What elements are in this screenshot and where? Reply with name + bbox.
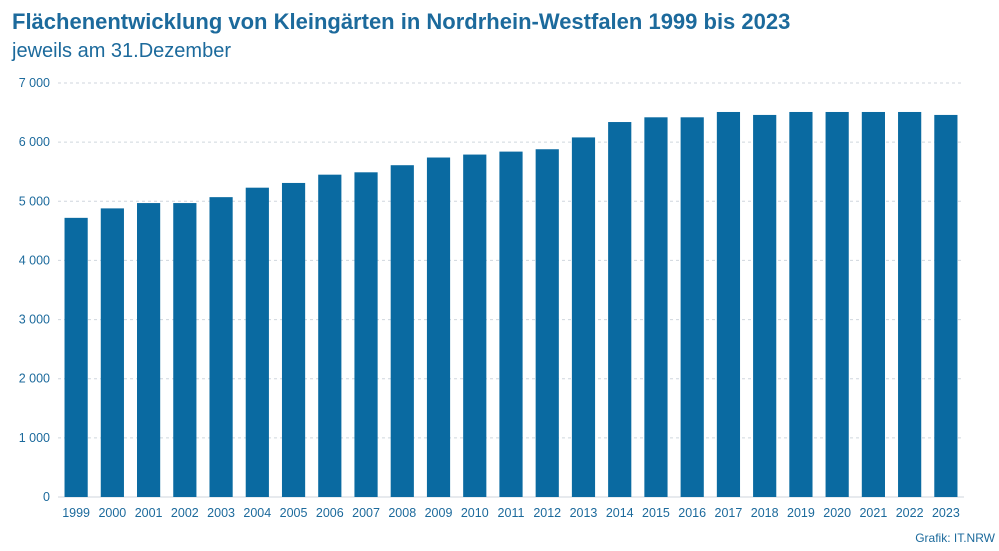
bar-2013: [571, 137, 596, 497]
x-tick-label: 2018: [751, 506, 779, 520]
bar-2020: [825, 111, 849, 497]
x-tick-label: 2007: [352, 506, 380, 520]
bar-2019: [789, 111, 813, 497]
x-tick-label: 2009: [425, 506, 453, 520]
y-tick-label: 2 000: [19, 372, 50, 386]
x-tick-label: 2015: [642, 506, 670, 520]
x-tick-label: 2006: [316, 506, 344, 520]
bar-2015: [644, 117, 668, 497]
bar-2023: [934, 114, 958, 498]
x-tick-label: 2004: [243, 506, 271, 520]
bar-2007: [354, 172, 378, 497]
bar-2010: [463, 154, 487, 497]
bar-2001: [137, 203, 161, 497]
x-tick-label: 2022: [896, 506, 924, 520]
bar-2017: [716, 111, 741, 497]
x-tick-label: 2010: [461, 506, 489, 520]
bar-2009: [426, 157, 451, 497]
y-axis: 0 1 000 2 000 3 000 4 000 5 000 6 000 7 000: [19, 76, 50, 504]
chart-title: Flächenentwicklung von Kleingärten in No…: [12, 9, 791, 34]
bar-2004: [245, 187, 269, 497]
x-tick-label: 2014: [606, 506, 634, 520]
x-tick-label: 2005: [280, 506, 308, 520]
chart-subtitle: jeweils am 31.Dezember: [12, 40, 231, 62]
x-tick-label: 2021: [859, 506, 887, 520]
x-tick-label: 2019: [787, 506, 815, 520]
x-tick-label: 2003: [207, 506, 235, 520]
x-tick-label: 2011: [498, 506, 525, 520]
bar-2014: [608, 122, 632, 497]
x-axis: 1999 2000 2001 2002 2003 2004 2005 2006 2007 2008…: [62, 506, 960, 520]
x-tick-label: 2012: [533, 506, 561, 520]
bar-2006: [318, 174, 342, 497]
bar-2016: [680, 117, 704, 497]
bar-2022: [898, 111, 922, 497]
x-tick-label: 2017: [715, 506, 743, 520]
y-tick-label: 7 000: [19, 76, 50, 90]
bar-2000: [100, 208, 124, 497]
bar-2002: [173, 203, 197, 497]
x-tick-label: 2023: [932, 506, 960, 520]
bar-2018: [753, 114, 777, 498]
bar-2012: [535, 149, 559, 498]
x-tick-label: 2001: [135, 506, 163, 520]
x-tick-label: 2020: [823, 506, 851, 520]
x-tick-label: 1999: [62, 506, 90, 520]
bar-2021: [861, 111, 885, 497]
y-tick-label: 1 000: [19, 431, 50, 445]
bar-2005: [281, 182, 306, 498]
y-tick-label: 3 000: [19, 313, 50, 327]
y-tick-label: 0: [43, 490, 50, 504]
bar-2008: [390, 165, 414, 498]
x-tick-label: 2008: [388, 506, 416, 520]
x-tick-label: 2016: [678, 506, 706, 520]
bar-1999: [64, 217, 88, 498]
y-tick-label: 5 000: [19, 194, 50, 208]
bar-2011: [499, 151, 523, 497]
x-tick-label: 2013: [570, 506, 598, 520]
x-tick-label: 2002: [171, 506, 199, 520]
bars: [64, 111, 958, 498]
y-tick-label: 6 000: [19, 135, 50, 149]
bar-2003: [209, 197, 233, 497]
y-tick-label: 4 000: [19, 253, 50, 267]
x-tick-label: 2000: [98, 506, 126, 520]
source-credit: Grafik: IT.NRW: [915, 531, 995, 545]
